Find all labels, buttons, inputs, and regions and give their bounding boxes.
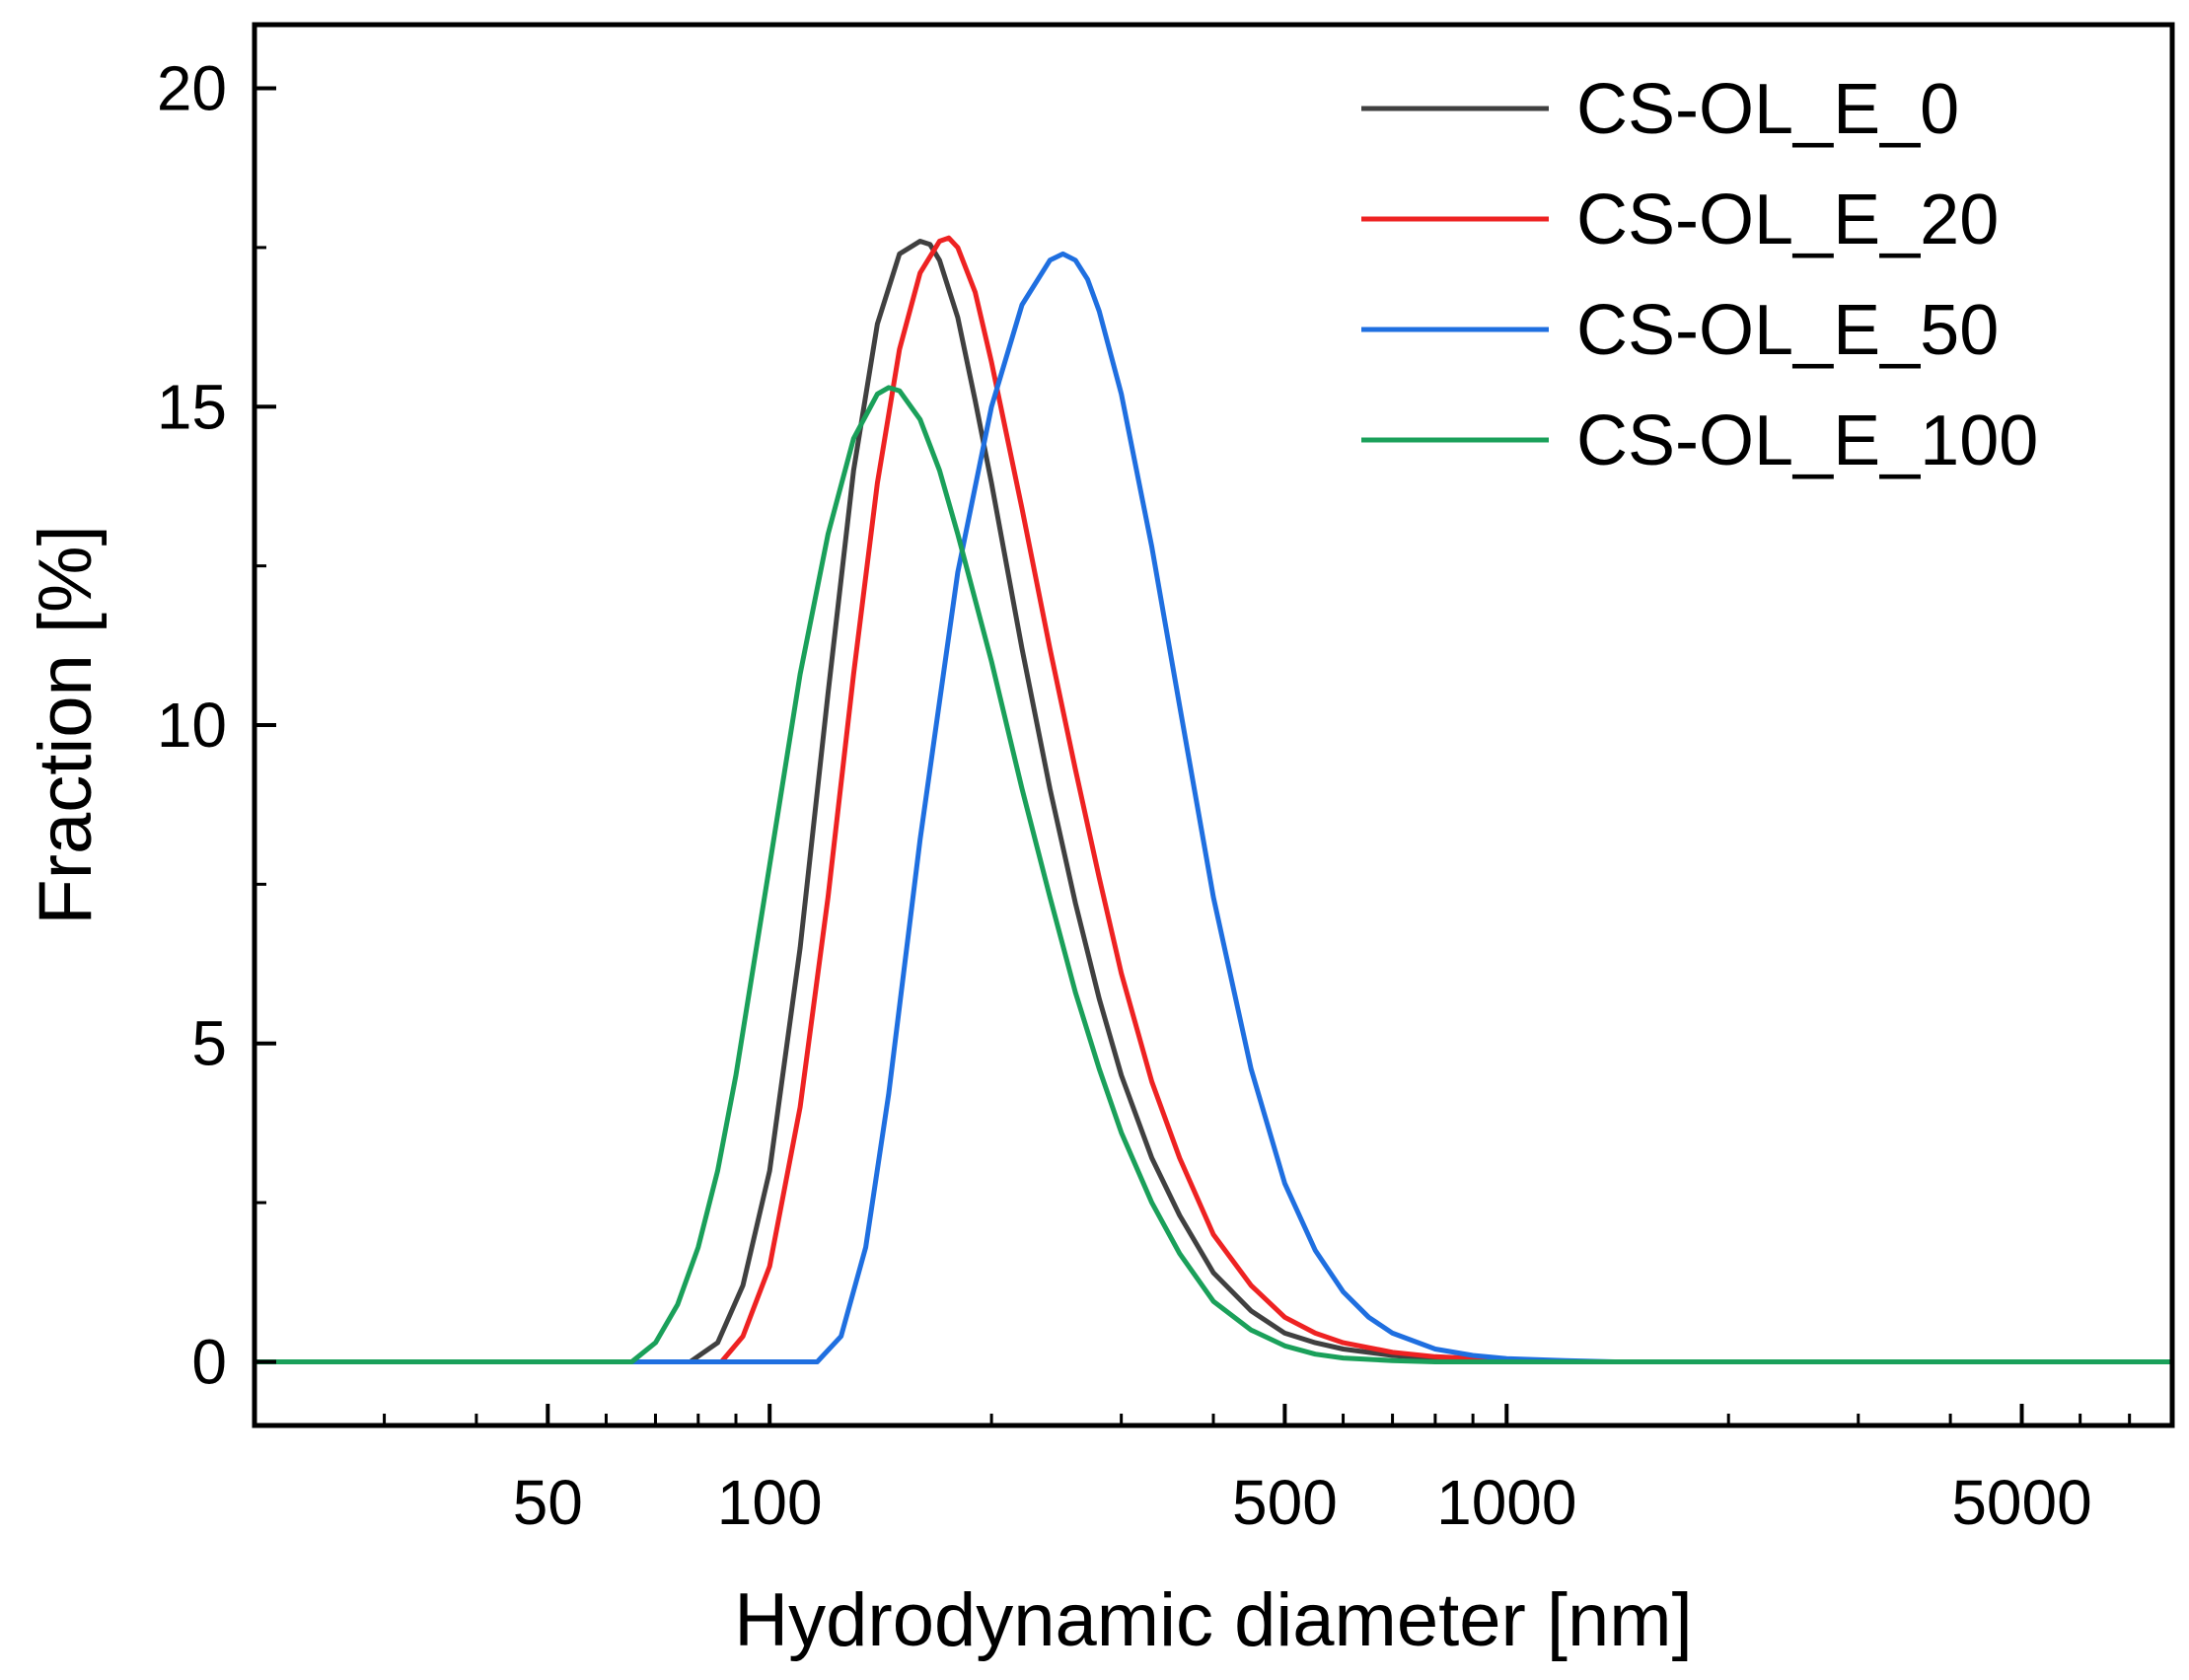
legend-label-3: CS-OL_E_100 — [1576, 402, 2038, 480]
axis-ticks: 0 5 10 15 20 50 100 500 1000 5000 — [157, 53, 2174, 1538]
x-tick-label: 1000 — [1436, 1467, 1576, 1538]
x-tick-label: 5000 — [1951, 1467, 2091, 1538]
y-tick-label: 5 — [191, 1008, 227, 1079]
legend-label-2: CS-OL_E_50 — [1576, 291, 1999, 370]
legend-label-1: CS-OL_E_20 — [1576, 181, 1999, 259]
legend: CS-OL_E_0 CS-OL_E_20 CS-OL_E_50 CS-OL_E_100 — [1361, 70, 2038, 480]
plot-area — [252, 235, 2175, 1364]
y-tick-label: 20 — [157, 53, 227, 124]
series-line-0 — [252, 239, 2175, 1364]
y-tick-label: 15 — [157, 371, 227, 442]
y-tick-label: 10 — [157, 690, 227, 761]
series-line-1 — [252, 235, 2175, 1364]
y-tick-label: 0 — [191, 1326, 227, 1397]
x-tick-label: 100 — [717, 1467, 823, 1538]
x-axis-title: Hydrodynamic diameter [nm] — [734, 1578, 1692, 1662]
y-axis-title: Fraction [%] — [24, 525, 108, 924]
x-tick-label: 50 — [513, 1467, 583, 1538]
legend-label-0: CS-OL_E_0 — [1576, 70, 1959, 149]
series-line-3 — [252, 385, 2175, 1364]
x-tick-label: 500 — [1232, 1467, 1338, 1538]
series-line-2 — [252, 251, 2175, 1364]
